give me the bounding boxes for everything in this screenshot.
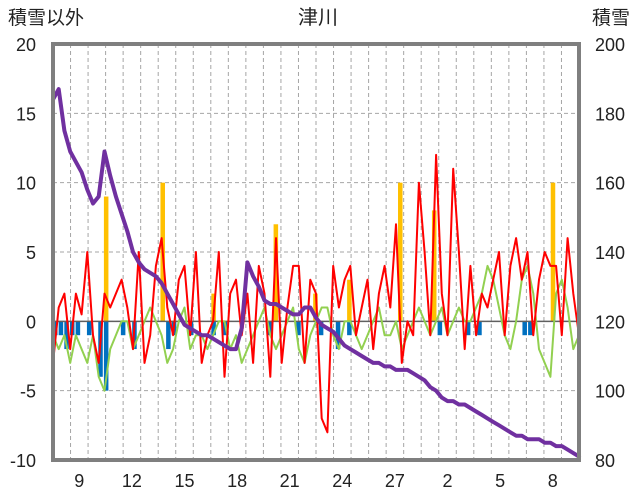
plot-frame (51, 42, 581, 462)
y-tick-left: -10 (10, 451, 36, 471)
snowfall-bar (528, 321, 533, 336)
precipitation-bar (550, 182, 556, 322)
y-tick-right: 160 (595, 174, 625, 194)
x-tick: 5 (495, 471, 505, 491)
precipitation-bar (398, 182, 403, 322)
snowfall-bar (522, 321, 527, 336)
y-tick-left: 0 (26, 312, 36, 332)
x-tick: 27 (385, 471, 405, 491)
snowfall-bar (267, 321, 273, 336)
y-tick-left: 20 (16, 35, 36, 55)
y-tick-right: 120 (595, 312, 625, 332)
x-tick: 8 (548, 471, 558, 491)
snowfall-bar (477, 321, 482, 336)
snowfall-bar (75, 321, 81, 336)
snowfall-bar (211, 321, 216, 336)
snowfall-bar (58, 321, 64, 336)
snowfall-bar (465, 321, 471, 336)
precipitation-bar (103, 196, 109, 322)
y-tick-right: 140 (595, 243, 625, 263)
snowfall-bar (437, 321, 443, 336)
x-tick: 21 (280, 471, 300, 491)
precipitation-bar (347, 279, 352, 322)
x-tick: 24 (332, 471, 352, 491)
snowfall-bar (103, 321, 109, 391)
snowfall-bar (120, 321, 126, 336)
precipitation-bar (273, 224, 279, 322)
tick-labels: 20 15 10 5 0 -5 -10 200 180 160 140 120 100 80 9 12 15 18… (10, 35, 625, 491)
y-tick-left: 10 (16, 174, 36, 194)
precipitation-bar (313, 293, 318, 322)
x-tick: 18 (227, 471, 247, 491)
snowfall-series (53, 321, 533, 391)
right-axis-label: 積雪 (592, 7, 630, 29)
x-tick: 9 (74, 471, 84, 491)
min_temp-line (52, 264, 580, 392)
y-tick-left: 15 (16, 104, 36, 124)
x-tick: 12 (122, 471, 142, 491)
y-tick-right: 200 (595, 35, 625, 55)
snowfall-bar (64, 321, 69, 350)
snowfall-bar (53, 321, 58, 336)
chart-title: 津川 (298, 6, 338, 29)
snowfall-bar (296, 321, 301, 336)
y-tick-right: 180 (595, 104, 625, 124)
left-axis-label: 積雪以外 (8, 7, 84, 29)
max_temp-line (52, 153, 580, 434)
y-tick-left: -5 (20, 382, 36, 402)
snowfall-bar (166, 321, 171, 350)
x-tick: 2 (442, 471, 452, 491)
y-tick-right: 80 (595, 451, 615, 471)
snowfall-bar (318, 321, 324, 336)
precipitation-bar (431, 210, 437, 322)
y-tick-left: 5 (26, 243, 36, 263)
plot-series (51, 87, 581, 459)
snowfall-bar (347, 321, 352, 336)
snowfall-bar (86, 321, 92, 336)
grid (53, 44, 579, 460)
y-tick-right: 100 (595, 382, 625, 402)
x-tick: 15 (174, 471, 194, 491)
snow_depth-line (51, 87, 581, 459)
